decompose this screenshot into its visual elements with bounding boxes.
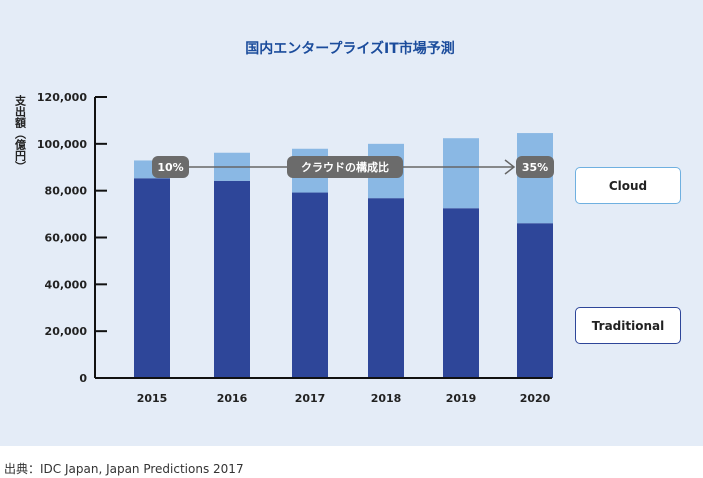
y-tick-label: 80,000 xyxy=(45,185,88,198)
x-tick-label: 2015 xyxy=(137,392,168,405)
y-tick-label: 120,000 xyxy=(37,91,87,104)
bar-traditional-2020 xyxy=(517,223,553,378)
x-tick-label: 2018 xyxy=(371,392,402,405)
source-note: 出典：IDC Japan, Japan Predictions 2017 xyxy=(4,462,244,476)
stacked-bar-chart: 国内エンタープライズIT市場予測 支出額（億円） 0 20,000 40,000 60… xyxy=(14,40,554,405)
cloud-ratio-label-bg xyxy=(287,156,403,178)
y-tick-label: 40,000 xyxy=(45,278,88,291)
arrow-head-icon xyxy=(504,159,516,175)
cloud-ratio-label: クラウドの構成比 xyxy=(301,160,389,174)
y-tick-label: 60,000 xyxy=(45,232,88,245)
bar-cloud-2020 xyxy=(517,133,553,224)
x-tick-label: 2016 xyxy=(217,392,248,405)
chart-title: 国内エンタープライズIT市場予測 xyxy=(245,40,455,57)
legend-traditional: Traditional xyxy=(575,307,681,344)
legend-cloud: Cloud xyxy=(575,167,681,204)
y-tick-label: 100,000 xyxy=(37,138,87,151)
y-tick-label: 20,000 xyxy=(45,325,88,338)
bar-traditional-2019 xyxy=(443,208,479,378)
x-tick-label: 2020 xyxy=(520,392,551,405)
y-axis-label: 支出額（億円） xyxy=(14,94,28,172)
bar-traditional-2017 xyxy=(292,192,328,378)
bar-cloud-2019 xyxy=(443,138,479,209)
end-percent-label-bg xyxy=(516,156,554,178)
bar-traditional-2018 xyxy=(368,198,404,378)
y-tick-label: 0 xyxy=(79,372,87,385)
x-tick-label: 2017 xyxy=(295,392,326,405)
end-percent-label: 35% xyxy=(522,161,548,174)
chart-panel xyxy=(0,0,703,446)
start-percent-label-bg xyxy=(152,156,189,178)
bar-traditional-2016 xyxy=(214,180,250,378)
x-tick-label: 2019 xyxy=(446,392,477,405)
start-percent-label: 10% xyxy=(157,161,183,174)
bar-traditional-2015 xyxy=(134,178,170,378)
